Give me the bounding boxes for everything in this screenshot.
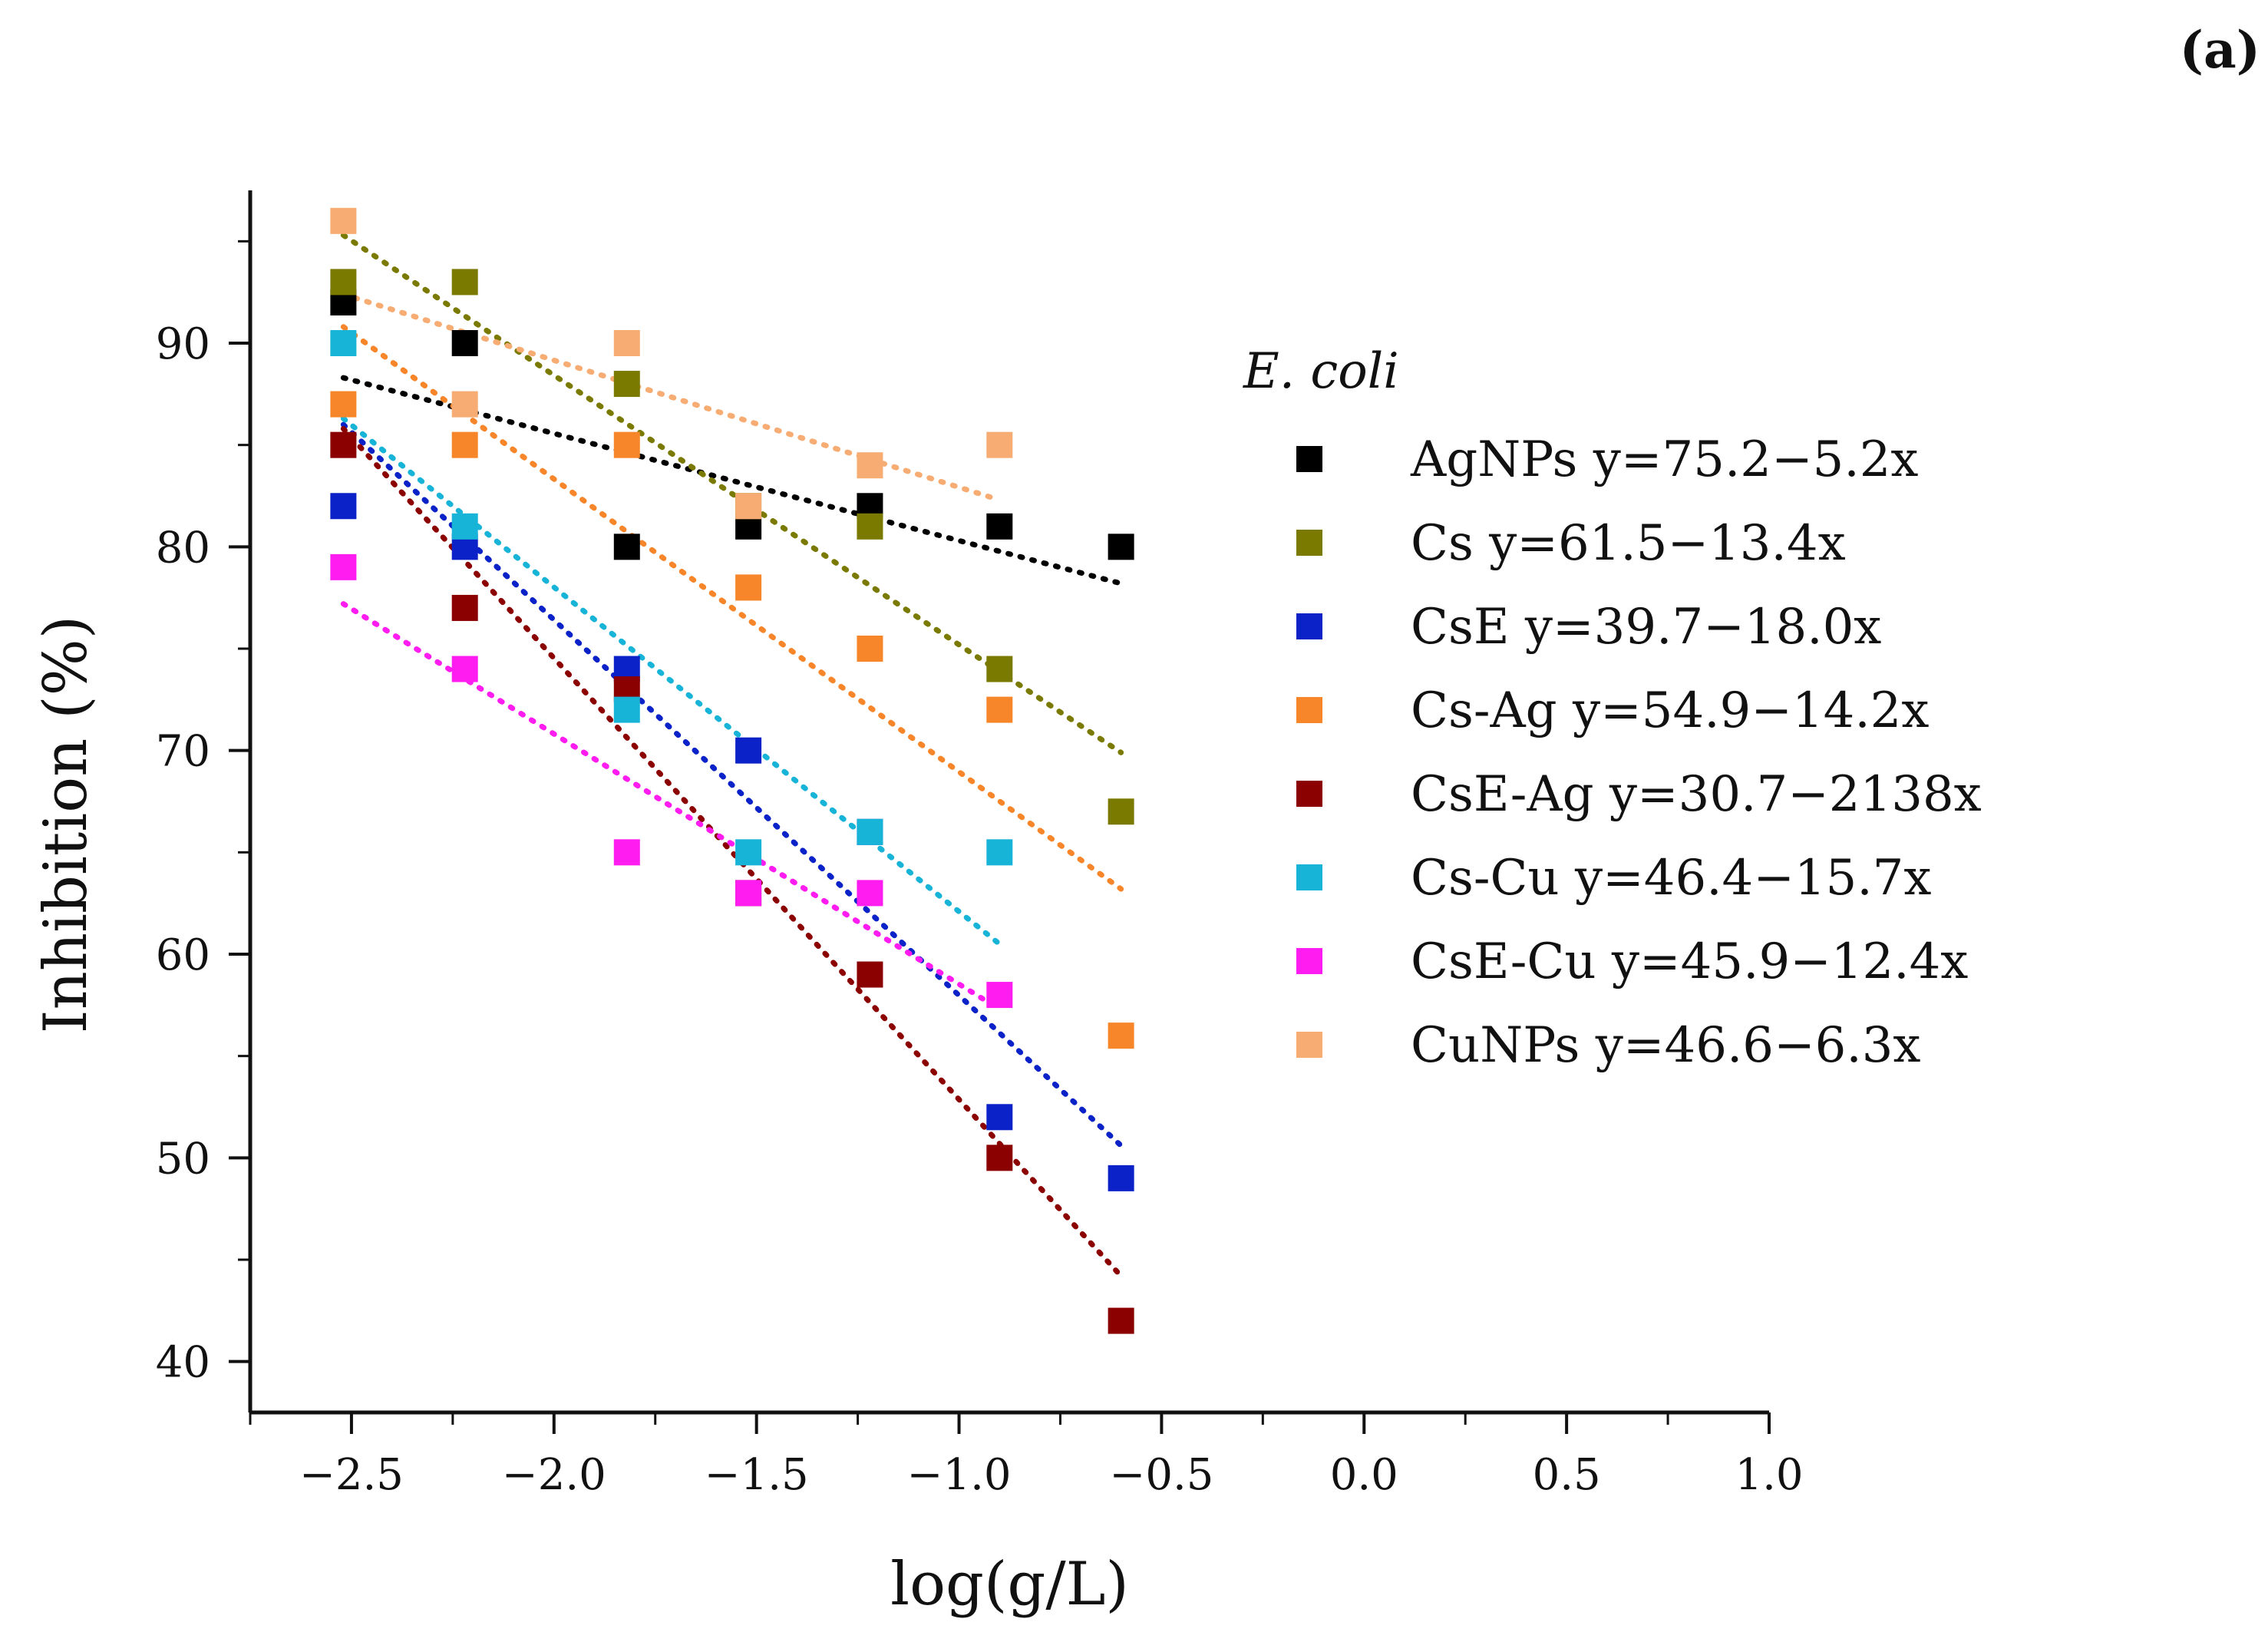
point-cs — [1108, 798, 1134, 825]
fit-line-cse-ag — [340, 425, 1124, 1279]
point-cs — [613, 371, 640, 398]
point-cunps — [451, 391, 478, 418]
point-cs-cu — [857, 818, 883, 845]
legend-items: AgNPs y=75.2−5.2x Cs y=61.5−13.4x CsE y=39… — [1296, 431, 1982, 1074]
point-cse-cu — [330, 553, 357, 580]
x-ticks: −2.5 −2.0 −1.5 −1.0 −0.5 0.0 0.5 1.0 — [249, 1412, 1804, 1500]
point-agnps — [451, 330, 478, 356]
fit-line-cse-cu — [340, 601, 1002, 1013]
point-agnps — [1108, 534, 1134, 560]
legend-label-cse: CsE y=39.7−18.0x — [1411, 599, 1881, 656]
data-points — [330, 207, 1134, 1334]
point-cunps — [857, 452, 883, 479]
point-cse-cu — [735, 880, 762, 907]
legend-swatch-cunps — [1296, 1032, 1322, 1058]
point-cse-ag — [1108, 1307, 1134, 1334]
point-cs-ag — [613, 431, 640, 458]
legend-swatch-cs-cu — [1296, 864, 1322, 890]
point-cse-cu — [986, 982, 1013, 1009]
point-cse-ag — [451, 594, 478, 621]
y-axis-title: Inhibition (%) — [31, 616, 101, 1033]
point-cs-ag — [735, 574, 762, 601]
point-cse-ag — [986, 1145, 1013, 1171]
y-tick-label: 40 — [156, 1338, 210, 1388]
point-cs-ag — [986, 696, 1013, 723]
point-cse-cu — [451, 656, 478, 682]
point-cs-ag — [451, 431, 478, 458]
legend-label-cs: Cs y=61.5−13.4x — [1411, 515, 1846, 572]
point-cunps — [330, 207, 357, 234]
legend: E. coli AgNPs y=75.2−5.2x Cs y=61.5−13.4x… — [1243, 343, 1982, 1074]
legend-swatch-agnps — [1296, 446, 1322, 472]
legend-label-cs-cu: Cs-Cu y=46.4−15.7x — [1411, 850, 1931, 907]
fit-line-cs-ag — [340, 324, 1124, 892]
point-cs-cu — [330, 330, 357, 356]
x-tick-label: 1.0 — [1735, 1450, 1803, 1500]
point-cse-cu — [613, 839, 640, 866]
point-cse — [330, 493, 357, 520]
x-tick-label: −2.0 — [502, 1450, 606, 1500]
point-cs-ag — [330, 391, 357, 418]
legend-label-cse-ag: CsE-Ag y=30.7−2138x — [1411, 766, 1982, 823]
y-ticks: 40 50 60 70 80 90 — [156, 240, 250, 1388]
legend-swatch-cs — [1296, 530, 1322, 556]
point-cs-cu — [613, 696, 640, 723]
point-cs-cu — [986, 839, 1013, 866]
legend-swatch-cs-ag — [1296, 697, 1322, 723]
x-tick-label: −1.5 — [705, 1450, 809, 1500]
panel-label: (a) — [2180, 20, 2260, 80]
y-tick-label: 70 — [156, 727, 210, 777]
point-cs-cu — [451, 513, 478, 540]
legend-swatch-cse — [1296, 613, 1322, 639]
legend-swatch-cse-ag — [1296, 781, 1322, 807]
legend-label-agnps: AgNPs y=75.2−5.2x — [1410, 431, 1919, 488]
x-tick-label: 0.5 — [1533, 1450, 1601, 1500]
point-cse — [735, 737, 762, 764]
point-cs — [451, 269, 478, 296]
y-tick-label: 60 — [156, 930, 210, 980]
legend-label-cse-cu: CsE-Cu y=45.9−12.4x — [1411, 933, 1968, 990]
x-tick-label: 0.0 — [1330, 1450, 1398, 1500]
x-axis-title: log(g/L) — [890, 1550, 1129, 1619]
legend-title: E. coli — [1243, 343, 1399, 400]
point-cs-cu — [735, 839, 762, 866]
point-agnps — [986, 513, 1013, 540]
fit-line-cs-cu — [340, 415, 1002, 947]
x-tick-label: −1.0 — [907, 1450, 1012, 1500]
point-cunps — [735, 493, 762, 520]
point-cs — [857, 513, 883, 540]
legend-label-cs-ag: Cs-Ag y=54.9−14.2x — [1411, 682, 1929, 739]
legend-swatch-cse-cu — [1296, 948, 1322, 974]
y-tick-label: 80 — [156, 523, 210, 573]
axes: −2.5 −2.0 −1.5 −1.0 −0.5 0.0 0.5 1.0 40 50 60 70 80… — [156, 190, 1804, 1500]
point-cse-ag — [330, 431, 357, 458]
point-cs — [986, 656, 1013, 682]
legend-label-cunps: CuNPs y=46.6−6.3x — [1411, 1017, 1921, 1074]
y-tick-label: 90 — [156, 319, 210, 369]
point-cse — [1108, 1165, 1134, 1191]
x-tick-label: −2.5 — [299, 1450, 404, 1500]
fit-line-cunps — [340, 291, 1002, 503]
point-cse — [986, 1104, 1013, 1131]
point-agnps — [613, 534, 640, 560]
point-cs-ag — [1108, 1022, 1134, 1049]
point-cunps — [613, 330, 640, 356]
point-cse-cu — [857, 880, 883, 907]
point-cse-ag — [857, 961, 883, 988]
y-tick-label: 50 — [156, 1134, 210, 1184]
point-cunps — [986, 431, 1013, 458]
point-cs — [330, 269, 357, 296]
x-tick-label: −0.5 — [1109, 1450, 1213, 1500]
point-cs-ag — [857, 636, 883, 662]
